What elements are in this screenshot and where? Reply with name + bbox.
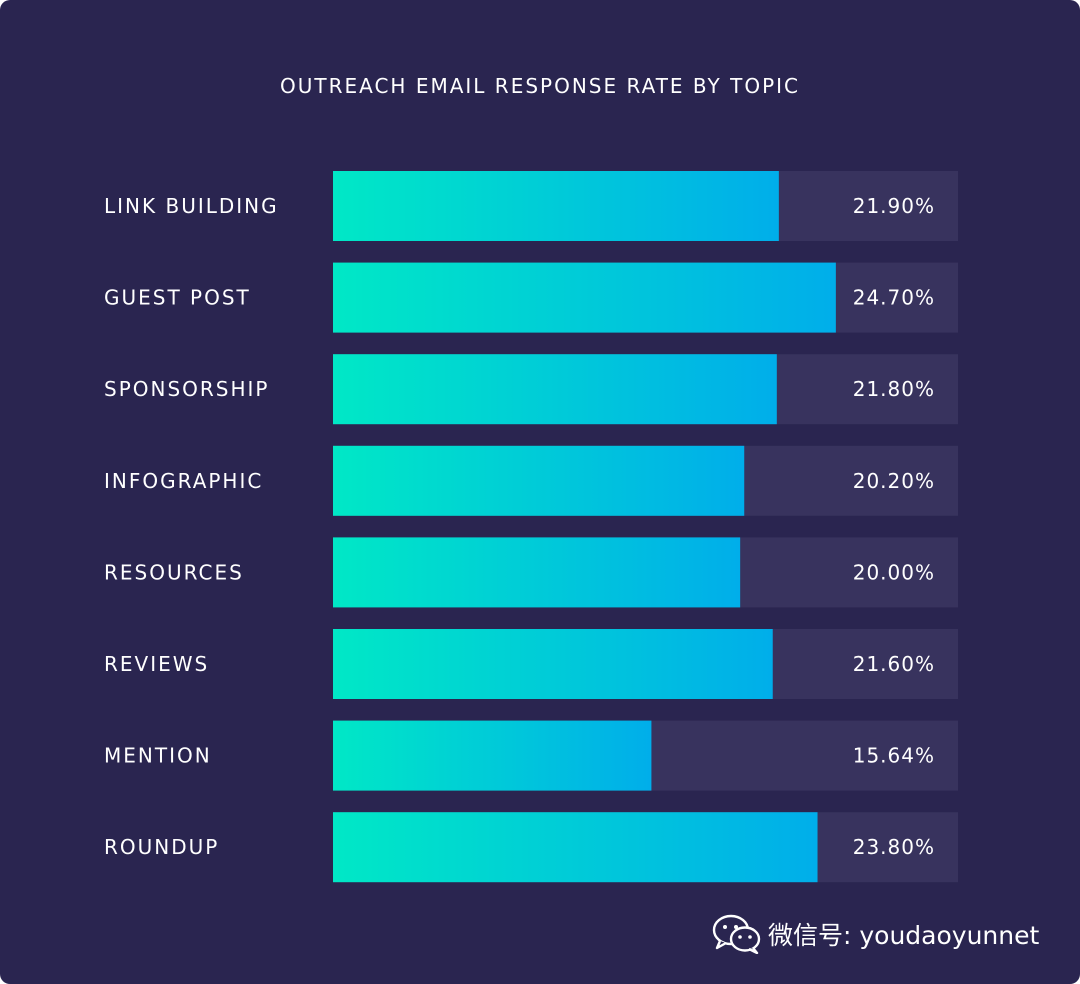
value-label: 15.64% <box>853 744 935 768</box>
category-label: GUEST POST <box>104 286 251 310</box>
chart-title: OUTREACH EMAIL RESPONSE RATE BY TOPIC <box>280 74 800 98</box>
category-label: ROUNDUP <box>104 835 219 859</box>
bars-layer: LINK BUILDING 21.90% GUEST POST 24.70% SPONS… <box>104 171 958 883</box>
value-label: 20.20% <box>853 469 935 493</box>
value-label: 21.60% <box>853 652 935 676</box>
category-label: REVIEWS <box>104 652 209 676</box>
value-label: 20.00% <box>853 560 935 584</box>
bar <box>333 537 741 608</box>
value-label: 23.80% <box>853 835 935 859</box>
category-label: SPONSORSHIP <box>104 377 270 401</box>
bar <box>333 354 777 425</box>
watermark: 微信号: youdaoyunnet <box>712 912 1039 956</box>
value-label: 21.80% <box>853 377 935 401</box>
category-label: RESOURCES <box>104 560 244 584</box>
bar <box>333 629 773 699</box>
category-label: LINK BUILDING <box>104 194 279 218</box>
bar <box>333 720 652 791</box>
value-label: 24.70% <box>853 286 935 310</box>
watermark-text: 微信号: youdaoyunnet <box>768 921 1040 950</box>
wechat-icon <box>712 914 761 954</box>
category-label: MENTION <box>104 744 212 768</box>
bar <box>333 171 779 241</box>
bar <box>333 262 836 333</box>
bar <box>333 812 818 883</box>
bar <box>333 445 745 516</box>
value-label: 21.90% <box>853 194 935 218</box>
category-label: INFOGRAPHIC <box>104 469 263 493</box>
